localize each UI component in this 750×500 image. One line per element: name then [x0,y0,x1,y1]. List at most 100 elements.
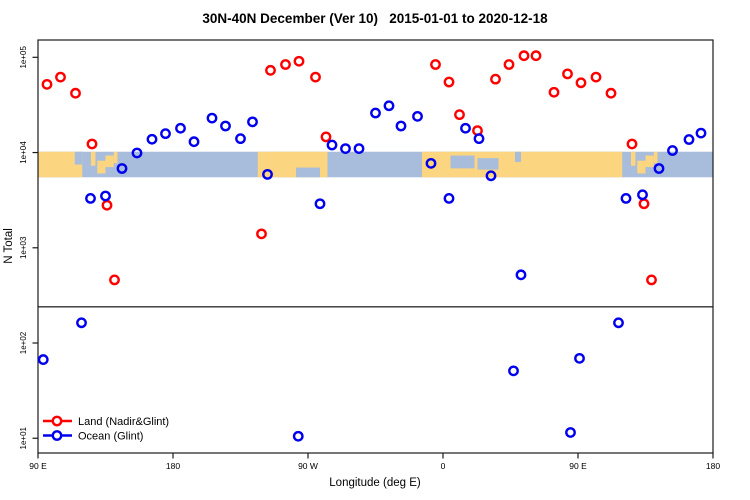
map-band-island [105,155,114,168]
map-band-island [97,160,106,174]
land-data-point [293,55,305,67]
land-data-point [55,71,66,83]
x-tick-label: 90 E [29,461,47,471]
ocean-data-point [620,193,632,204]
y-tick-label: 1e+05 [19,46,28,69]
map-band-island [90,151,96,166]
x-tick-label: 180 [706,461,720,471]
ocean-data-point [565,427,576,438]
ocean-data-point [160,128,171,140]
land-data-point [109,274,120,286]
land-data-point [454,109,465,121]
land-data-point [490,73,501,85]
map-band-island [113,151,118,164]
ocean-data-point [220,120,231,132]
plot-title: 30N-40N December (Ver 10) 2015-01-01 to … [202,11,548,26]
legend-point-symbol [51,430,63,441]
ocean-data-point [653,163,665,174]
land-data-point [518,50,530,62]
map-band-island [653,151,658,164]
x-tick-label: 90 W [298,461,318,471]
ocean-data-point [247,116,258,128]
ocean-data-point [262,168,273,180]
land-data-point [548,86,560,98]
ocean-data-point [206,112,218,124]
land-data-point [638,198,650,210]
land-data-point [430,59,441,70]
land-data-point [575,77,587,89]
x-tick-label: 0 [441,461,446,471]
y-tick-label: 1e+02 [19,331,28,354]
ocean-data-point [695,127,707,139]
land-data-point [590,71,602,83]
land-data-point [101,199,113,211]
ocean-data-point [425,157,437,169]
ocean-data-point [574,352,585,364]
land-data-point [310,71,321,83]
x-tick-label: 180 [166,461,180,471]
ocean-data-point [76,317,87,329]
ocean-data-point [85,193,96,204]
map-band-sea [296,167,320,178]
ocean-data-point [353,143,365,155]
ocean-data-point [637,189,648,201]
ocean-data-point [235,133,246,145]
legend-item-label: Land (Nadir&Glint) [78,416,169,428]
ocean-data-point [146,133,158,145]
land-data-point [443,76,455,88]
map-band-island [637,160,646,174]
ocean-data-point [613,317,624,329]
x-axis-label: Longitude (deg E) [329,477,421,489]
land-data-point [320,131,332,143]
land-data-point [530,50,542,62]
land-data-point [265,64,276,76]
ocean-data-point [383,100,395,112]
ocean-data-point [473,133,485,145]
ocean-data-point [395,120,407,132]
y-tick-label: 1e+03 [19,236,28,259]
ocean-data-point [667,145,678,156]
map-band-island [630,151,636,166]
map-band-island [645,155,654,168]
legend-point-symbol [51,415,63,427]
x-tick-label: 90 E [569,461,587,471]
ocean-data-point [370,107,381,119]
y-tick-label: 1e+04 [19,141,28,164]
map-band-sea [477,158,499,170]
map-band-sea [450,155,475,169]
ocean-data-point [188,136,200,148]
plot-border [37,39,714,454]
ocean-data-point [175,122,186,134]
land-data-point [503,59,515,70]
land-data-point [256,228,267,240]
ocean-data-point [292,430,304,442]
ocean-data-point [131,147,143,159]
map-band-sea [74,151,83,165]
ocean-data-point [314,198,326,210]
ocean-data-point [37,354,49,365]
land-data-point [605,87,617,99]
ocean-data-point [485,170,497,182]
ocean-data-point [683,134,695,145]
land-data-point [280,59,291,70]
land-data-point [70,87,81,99]
map-band-sea [515,151,521,162]
land-data-point [626,138,638,150]
land-data-point [86,138,98,150]
ocean-data-point [340,143,351,155]
ocean-data-point [100,190,111,202]
ocean-data-point [515,269,527,281]
land-data-point [562,68,573,80]
ocean-data-point [443,193,455,204]
land-data-point [41,78,53,90]
ocean-data-point [460,122,471,134]
y-tick-label: 1e+01 [19,426,28,449]
ocean-data-point [508,365,519,377]
ocean-data-point [116,163,128,174]
legend-item-label: Ocean (Glint) [78,431,143,443]
ocean-data-point [326,139,338,151]
ocean-data-point [412,110,423,122]
land-data-point [646,274,657,286]
